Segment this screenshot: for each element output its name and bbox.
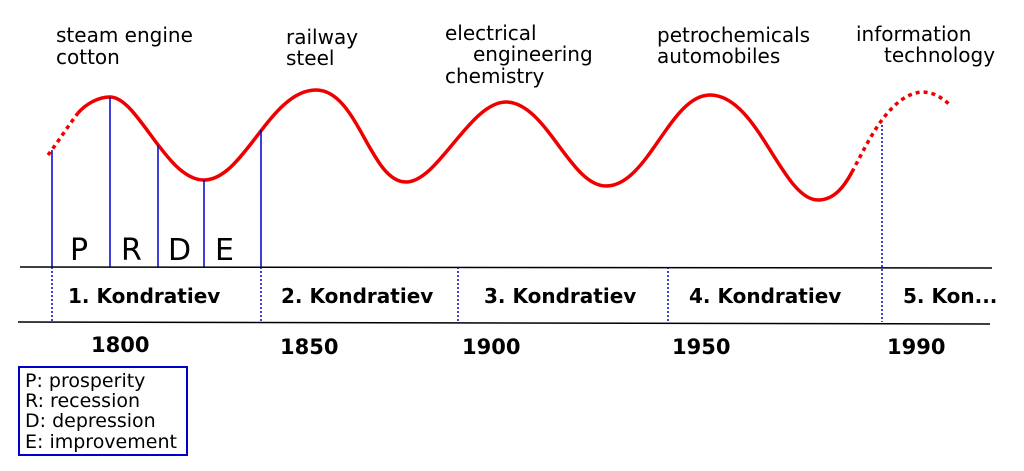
phase-letter-r: R xyxy=(121,233,142,268)
cycle-label-4: 4. Kondratiev xyxy=(689,284,841,308)
timeline-bottom-line xyxy=(17,321,991,325)
industry-label-3-line-3: chemistry xyxy=(445,64,545,88)
year-label-1950: 1950 xyxy=(672,335,730,359)
legend-item-depression: D: depression xyxy=(25,410,156,432)
year-labels: 1800 1850 1900 1950 1990 xyxy=(91,333,945,359)
cycle-label-5: 5. Kon... xyxy=(903,284,997,308)
industry-label-1-line-1: steam engine xyxy=(56,23,193,47)
industry-label-3-line-2: engineering xyxy=(473,42,593,66)
legend-item-recession: R: recession xyxy=(25,390,140,412)
cycle-label-3: 3. Kondratiev xyxy=(484,284,636,308)
legend-item-improvement: E: improvement xyxy=(25,431,177,453)
legend-item-prosperity: P: prosperity xyxy=(25,370,145,392)
industry-labels: steam engine cotton railway steel electr… xyxy=(56,21,995,88)
year-label-1900: 1900 xyxy=(462,335,520,359)
timeline-top-line xyxy=(19,266,993,269)
year-label-1990: 1990 xyxy=(887,335,945,359)
industry-label-4-line-2: automobiles xyxy=(657,44,780,68)
wave-end-dotted xyxy=(850,90,952,173)
phase-letters: P R D E xyxy=(70,233,234,268)
industry-label-3-line-1: electrical xyxy=(445,21,537,45)
phase-letter-d: D xyxy=(168,233,191,268)
phase-letter-p: P xyxy=(70,233,88,268)
industry-label-1-line-2: cotton xyxy=(56,45,120,69)
industry-label-2-line-1: railway xyxy=(286,25,358,49)
year-label-1850: 1850 xyxy=(280,335,338,359)
legend-box: P: prosperity R: recession D: depression… xyxy=(18,366,188,456)
timeline-band: 1. Kondratiev 2. Kondratiev 3. Kondratie… xyxy=(17,125,997,325)
kondratiev-wave xyxy=(46,88,952,202)
wave-start-dotted xyxy=(46,111,80,157)
cycle-label-1: 1. Kondratiev xyxy=(68,284,220,308)
phase-lines xyxy=(51,97,262,267)
industry-label-4-line-1: petrochemicals xyxy=(657,23,810,47)
wave-solid xyxy=(76,88,854,202)
industry-label-5-line-2: technology xyxy=(884,43,995,67)
year-label-1800: 1800 xyxy=(91,333,149,357)
industry-label-2-line-2: steel xyxy=(286,46,334,70)
cycle-label-2: 2. Kondratiev xyxy=(281,284,433,308)
industry-label-5-line-1: information xyxy=(856,22,971,46)
legend-border xyxy=(18,366,188,456)
phase-letter-e: E xyxy=(215,233,234,268)
